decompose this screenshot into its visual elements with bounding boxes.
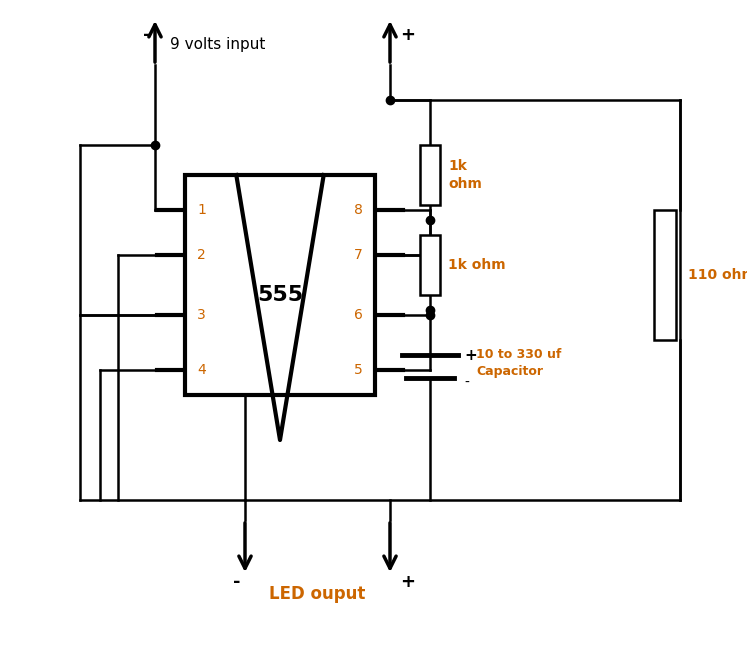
Text: LED ouput: LED ouput — [269, 585, 365, 603]
Text: 1k
ohm: 1k ohm — [448, 159, 482, 191]
Text: 9 volts input: 9 volts input — [170, 37, 265, 52]
Text: 3: 3 — [197, 308, 205, 322]
Text: 1k ohm: 1k ohm — [448, 258, 506, 272]
Text: 1: 1 — [197, 203, 206, 217]
Text: -: - — [464, 376, 469, 390]
Text: 110 ohm: 110 ohm — [688, 268, 747, 282]
Text: 6: 6 — [354, 308, 363, 322]
Bar — [420, 235, 440, 295]
Text: 2: 2 — [197, 248, 205, 262]
Text: -: - — [233, 573, 241, 591]
Text: 10 to 330 uf
Capacitor: 10 to 330 uf Capacitor — [476, 348, 562, 378]
Text: +: + — [400, 26, 415, 44]
Text: 8: 8 — [354, 203, 363, 217]
Bar — [654, 210, 676, 340]
Bar — [420, 145, 440, 205]
Text: +: + — [464, 347, 477, 362]
Bar — [185, 175, 375, 395]
Text: 7: 7 — [354, 248, 363, 262]
Text: 4: 4 — [197, 363, 205, 377]
Text: 555: 555 — [257, 285, 303, 305]
Text: -: - — [143, 26, 151, 44]
Text: 5: 5 — [354, 363, 363, 377]
Text: +: + — [400, 573, 415, 591]
